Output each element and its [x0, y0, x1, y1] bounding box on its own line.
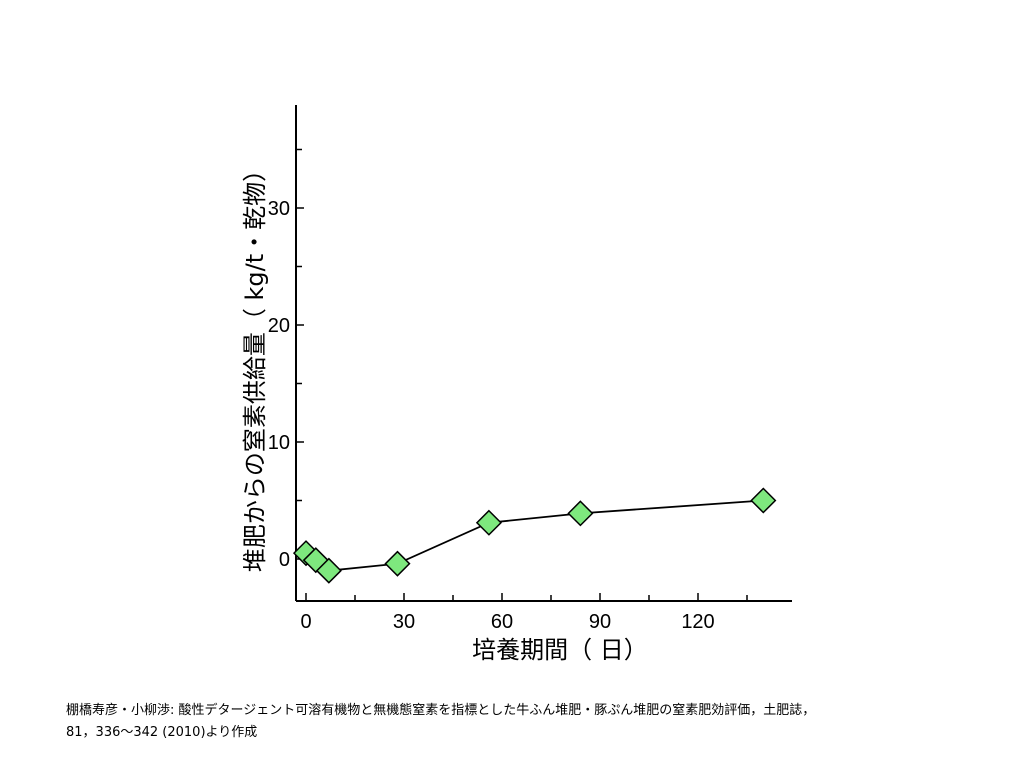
x-tick-label: 30 — [393, 611, 415, 633]
data-point-marker — [475, 509, 502, 536]
y-tick-label: 30 — [268, 198, 290, 220]
source-citation: 棚橋寿彦・小柳渉: 酸性デタージェント可溶有機物と無機態窒素を指標とした牛ふん堆… — [66, 700, 1006, 744]
labels-layer: 0 30 60 90 120 0 10 20 30 — [268, 198, 715, 633]
x-tick-label: 90 — [589, 611, 611, 633]
series-layer — [292, 487, 777, 584]
x-tick-label: 0 — [300, 611, 311, 633]
citation-line-1: 棚橋寿彦・小柳渉: 酸性デタージェント可溶有機物と無機態窒素を指標とした牛ふん堆… — [66, 703, 816, 718]
series-line — [305, 499, 764, 572]
data-point-marker — [384, 550, 411, 577]
y-tick-label: 0 — [279, 549, 290, 571]
y-tick-label: 10 — [268, 432, 290, 454]
x-tick-label: 60 — [491, 611, 513, 633]
data-point-marker — [315, 557, 342, 584]
y-tick-label: 20 — [268, 315, 290, 337]
citation-line-2: 81，336～342 (2010)より作成 — [66, 725, 258, 740]
line-chart: 0 30 60 90 120 0 10 20 30 培養期間（ 日） 堆肥からの窒素供給量（ k… — [241, 105, 792, 664]
y-axis-title: 堆肥からの窒素供給量（ kg/t・乾物） — [241, 158, 269, 572]
data-point-marker — [567, 500, 594, 527]
x-tick-label: 120 — [681, 611, 714, 633]
x-axis-title: 培養期間（ 日） — [472, 636, 648, 664]
data-point-marker — [750, 487, 777, 514]
axes — [295, 105, 792, 602]
